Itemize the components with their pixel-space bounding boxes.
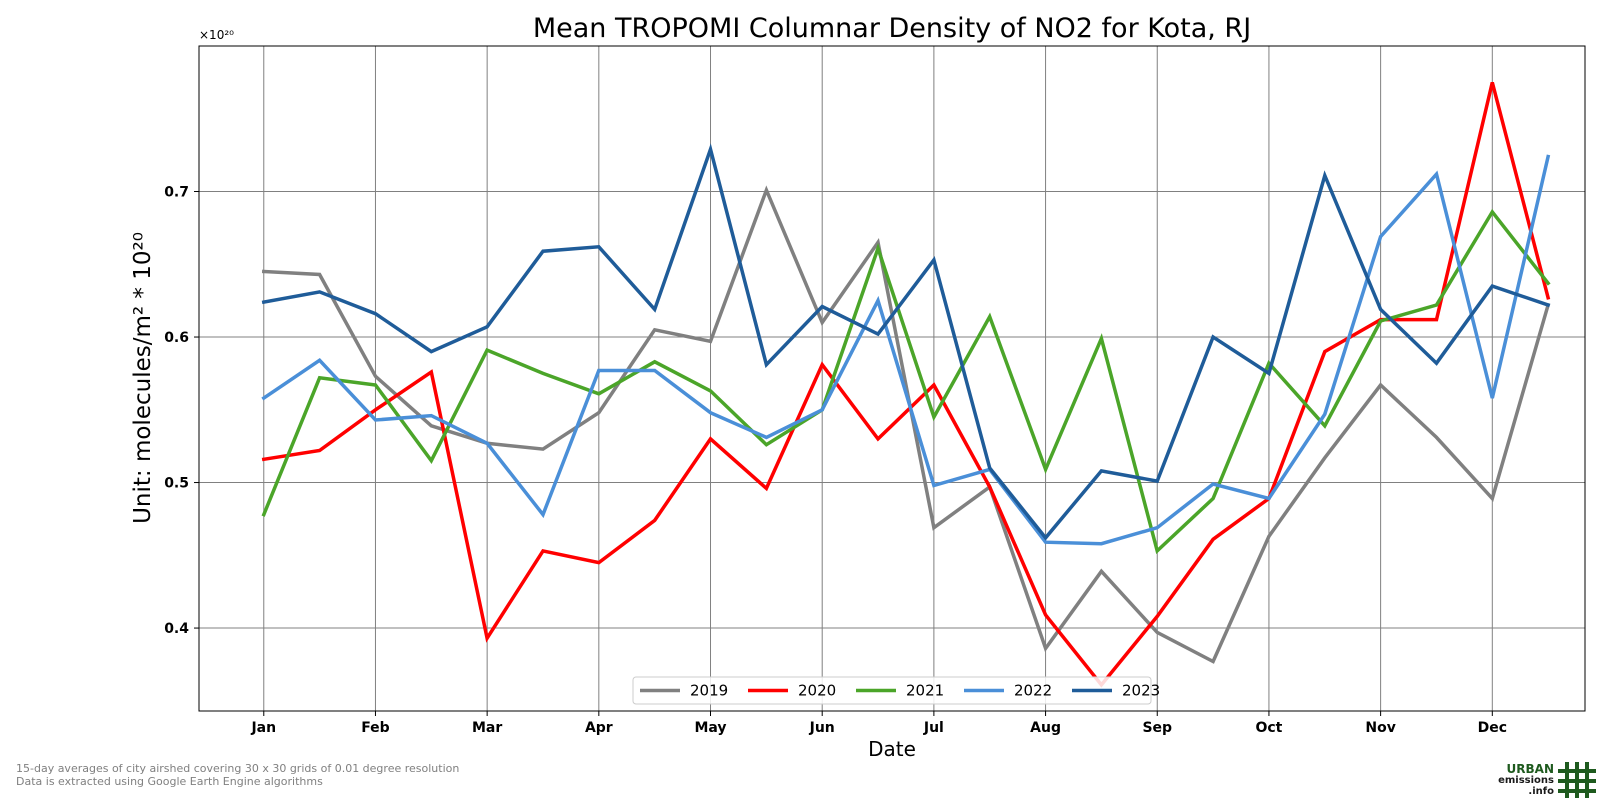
footnote-resolution: 15-day averages of city airshed covering…	[16, 762, 460, 775]
y-tick-label: 0.6	[164, 330, 189, 346]
urban-emissions-logo: URBAN emissions .info	[1498, 762, 1598, 798]
x-tick-label: Jun	[809, 720, 835, 736]
x-tick-label: Aug	[1030, 720, 1061, 736]
x-tick-label: Sep	[1142, 720, 1172, 736]
legend-label-2023: 2023	[1122, 682, 1160, 700]
x-tick-label: Nov	[1365, 720, 1395, 736]
grid-mark-icon	[1558, 762, 1596, 798]
legend-label-2022: 2022	[1014, 682, 1052, 700]
legend-label-2021: 2021	[906, 682, 944, 700]
x-tick-label: Jul	[923, 720, 944, 736]
y-axis-label: Unit: molecules/m² * 10²⁰	[130, 232, 156, 524]
chart-title: Mean TROPOMI Columnar Density of NO2 for…	[533, 13, 1251, 44]
legend-label-2019: 2019	[690, 682, 728, 700]
tick-layer: Jan Feb Mar Apr May Jun Jul Aug Sep Oct Nov Dec 0.4 0…	[164, 185, 1507, 736]
y-multiplier-label: ×10²⁰	[199, 28, 234, 42]
legend-label-2020: 2020	[798, 682, 836, 700]
x-axis-label: Date	[868, 737, 916, 761]
x-tick-label: Apr	[585, 720, 613, 736]
logo-word-urban: URBAN	[1506, 762, 1554, 776]
plot-frame	[198, 45, 1586, 712]
x-tick-label: Oct	[1255, 720, 1282, 736]
x-tick-label: Mar	[472, 720, 502, 736]
series-line-2021	[261, 208, 1551, 555]
series-line-2023	[261, 143, 1551, 541]
y-tick-label: 0.4	[164, 621, 189, 637]
y-tick-label: 0.5	[164, 476, 189, 492]
legend: 2019 2020 2021 2022 2023	[632, 676, 1160, 705]
y-tick-label: 0.7	[164, 185, 189, 201]
x-tick-label: Dec	[1478, 720, 1507, 736]
legend-items: 2019 2020 2021 2022 2023	[640, 682, 1160, 700]
logo-word-emissions: emissions	[1498, 775, 1554, 786]
series-layer	[261, 81, 1551, 688]
logo-word-info: .info	[1528, 786, 1554, 797]
x-tick-label: Jan	[250, 720, 276, 736]
series-line-2020	[261, 81, 1551, 688]
footnote-data-source: Data is extracted using Google Earth Eng…	[16, 775, 323, 788]
x-tick-label: May	[694, 720, 726, 736]
series-line-2022	[261, 154, 1551, 546]
series-line-2019	[261, 185, 1551, 664]
grid-layer	[199, 46, 1585, 711]
x-tick-label: Feb	[361, 720, 390, 736]
